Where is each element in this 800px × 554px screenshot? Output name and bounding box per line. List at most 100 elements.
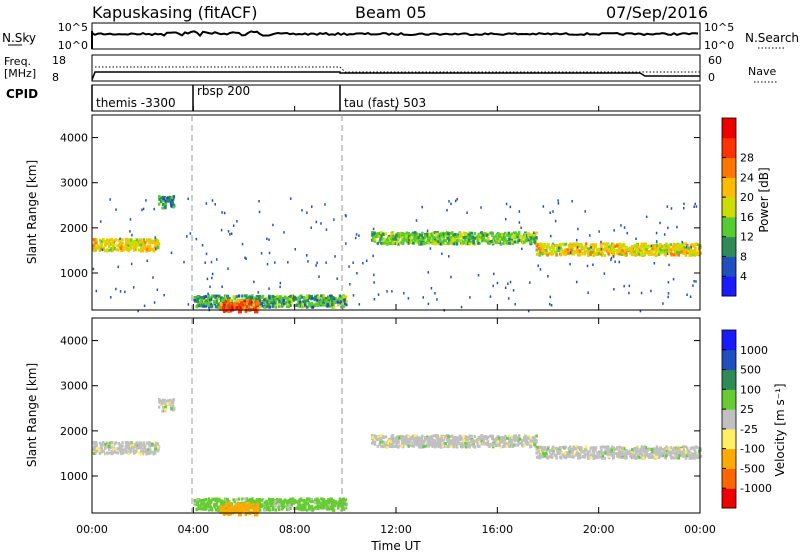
power-point	[650, 289, 652, 293]
velocity-point	[343, 501, 346, 505]
velocity-point	[268, 508, 271, 512]
power-point	[321, 303, 325, 307]
power-point	[467, 238, 471, 242]
power-point	[154, 236, 156, 239]
velocity-point	[584, 445, 588, 449]
power-point	[639, 244, 642, 248]
power-point	[489, 295, 492, 298]
power-point	[560, 247, 563, 251]
power-point	[233, 307, 236, 311]
power-point	[628, 291, 630, 295]
power-point	[355, 233, 358, 236]
power-point	[492, 236, 496, 240]
velocity-point	[233, 505, 237, 509]
power-point	[99, 220, 102, 223]
power-point	[266, 304, 270, 308]
power-point	[428, 238, 431, 242]
velocity-point	[500, 437, 504, 441]
velocity-point	[125, 443, 128, 447]
power-point	[577, 227, 579, 231]
velocity-point	[420, 437, 424, 441]
velocity-point	[118, 446, 121, 450]
velocity-point	[453, 435, 457, 439]
power-point	[275, 298, 278, 302]
velocity-point	[114, 441, 118, 445]
power-point	[411, 232, 414, 236]
velocity-point	[201, 498, 204, 502]
velocity-point	[298, 507, 302, 511]
power-point	[581, 252, 585, 256]
power-point	[601, 242, 605, 246]
power-point	[207, 305, 211, 309]
velocity-point	[675, 451, 679, 455]
power-scatter	[92, 195, 703, 314]
velocity-point	[437, 437, 441, 441]
velocity-point	[694, 449, 697, 453]
velocity-point	[252, 499, 256, 503]
power-point	[591, 246, 595, 250]
velocity-point	[583, 455, 587, 459]
velocity-point	[141, 452, 145, 456]
velocity-point	[161, 402, 164, 406]
power-point	[558, 246, 562, 250]
velocity-point	[657, 456, 661, 460]
power-point	[376, 241, 380, 245]
velocity-point	[289, 500, 292, 504]
power-point	[682, 251, 685, 255]
power-point	[533, 231, 535, 234]
power-ytick-label: 4000	[60, 132, 88, 145]
velocity-point	[397, 440, 400, 444]
velocity-point	[144, 443, 147, 447]
power-point	[172, 195, 176, 199]
velocity-point	[107, 444, 110, 448]
velocity-point	[399, 434, 403, 438]
power-point	[294, 297, 297, 301]
power-point	[286, 296, 290, 300]
power-point	[157, 202, 161, 206]
power-point	[427, 241, 430, 245]
velocity-point	[267, 497, 271, 501]
velocity-point	[313, 501, 317, 505]
power-point	[310, 226, 312, 229]
velocity-point	[121, 448, 124, 452]
power-point	[203, 295, 206, 299]
velocity-point	[400, 439, 404, 443]
power-point	[215, 298, 219, 302]
velocity-point	[392, 444, 395, 448]
velocity-point	[230, 502, 233, 506]
power-point	[485, 233, 489, 237]
power-point	[373, 298, 376, 301]
power-point	[289, 304, 292, 308]
velocity-point	[426, 442, 429, 446]
power-point	[221, 303, 225, 307]
station-title: Kapuskasing (fitACF)	[92, 3, 257, 22]
velocity-point	[110, 452, 114, 456]
power-point	[568, 247, 572, 251]
velocity-point	[568, 447, 571, 451]
velocity-point	[391, 437, 394, 441]
cpid-label: CPID	[6, 87, 38, 101]
power-point	[542, 245, 546, 249]
power-point	[442, 235, 446, 239]
velocity-point	[545, 451, 548, 455]
power-point	[227, 303, 231, 307]
velocity-point	[552, 451, 555, 455]
power-point	[590, 246, 592, 249]
power-point	[266, 301, 269, 305]
velocity-point	[444, 442, 447, 446]
power-point	[103, 249, 107, 253]
power-point	[105, 238, 109, 242]
power-point	[481, 234, 485, 238]
velocity-point	[527, 436, 530, 440]
velocity-point	[241, 507, 245, 511]
power-point	[328, 300, 331, 304]
power-point	[244, 294, 247, 298]
velocity-point	[449, 434, 452, 438]
velocity-point	[482, 439, 486, 443]
power-point	[219, 301, 222, 305]
power-point	[488, 241, 491, 245]
power-point	[575, 280, 578, 284]
velocity-point	[550, 452, 553, 456]
velocity-point	[100, 447, 104, 451]
power-cbar-tick: 24	[740, 171, 754, 184]
